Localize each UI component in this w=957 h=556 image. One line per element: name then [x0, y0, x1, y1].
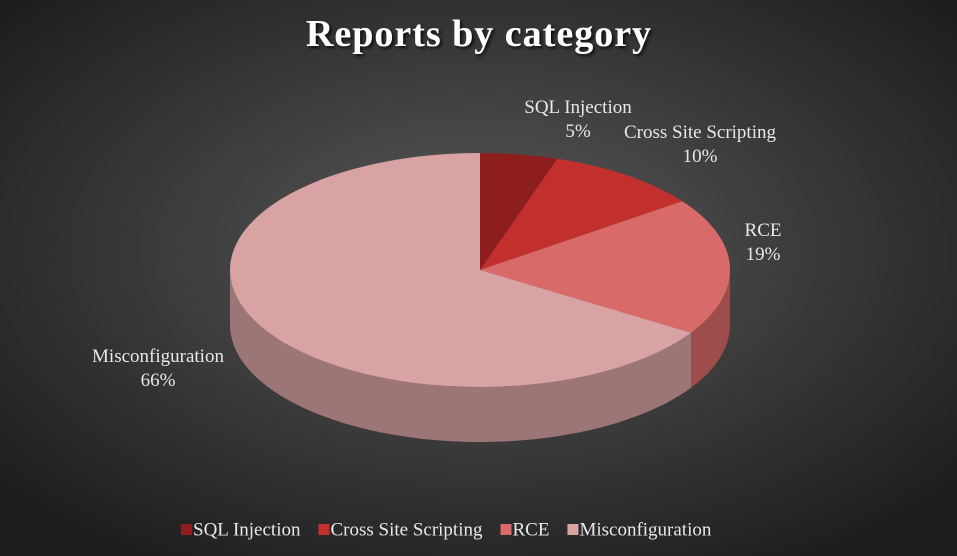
legend-swatch [318, 524, 330, 535]
pie-side [230, 270, 692, 442]
data-label-name: SQL Injection [524, 97, 632, 118]
pie-slice [480, 158, 683, 270]
pie-sides [230, 270, 730, 442]
legend-label: SQL Injection [193, 519, 301, 540]
data-labels: SQL Injection 5% Cross Site Scripting 10% RC… [92, 97, 781, 391]
legend-label: Cross Site Scripting [330, 519, 483, 540]
pie-side [691, 270, 730, 388]
legend-label: Misconfiguration [579, 519, 711, 540]
data-label-name: Misconfiguration [92, 346, 224, 367]
data-label-value: 5% [565, 121, 591, 142]
data-label-value: 19% [746, 244, 781, 265]
data-label-name: Cross Site Scripting [624, 122, 777, 143]
pie-slice [230, 153, 692, 387]
legend-swatch [500, 524, 512, 535]
pie-top [230, 153, 730, 387]
chart-title: Reports by category [306, 13, 652, 55]
data-label-value: 10% [683, 146, 718, 167]
legend-swatch [181, 524, 192, 535]
data-label-value: 66% [141, 370, 176, 391]
legend-swatch [567, 524, 579, 535]
legend: SQL Injection Cross Site Scripting RCE Misc… [181, 519, 712, 540]
pie-slice [480, 153, 558, 270]
data-label-name: RCE [745, 220, 782, 241]
pie-slice [480, 201, 730, 333]
legend-label: RCE [512, 519, 549, 540]
